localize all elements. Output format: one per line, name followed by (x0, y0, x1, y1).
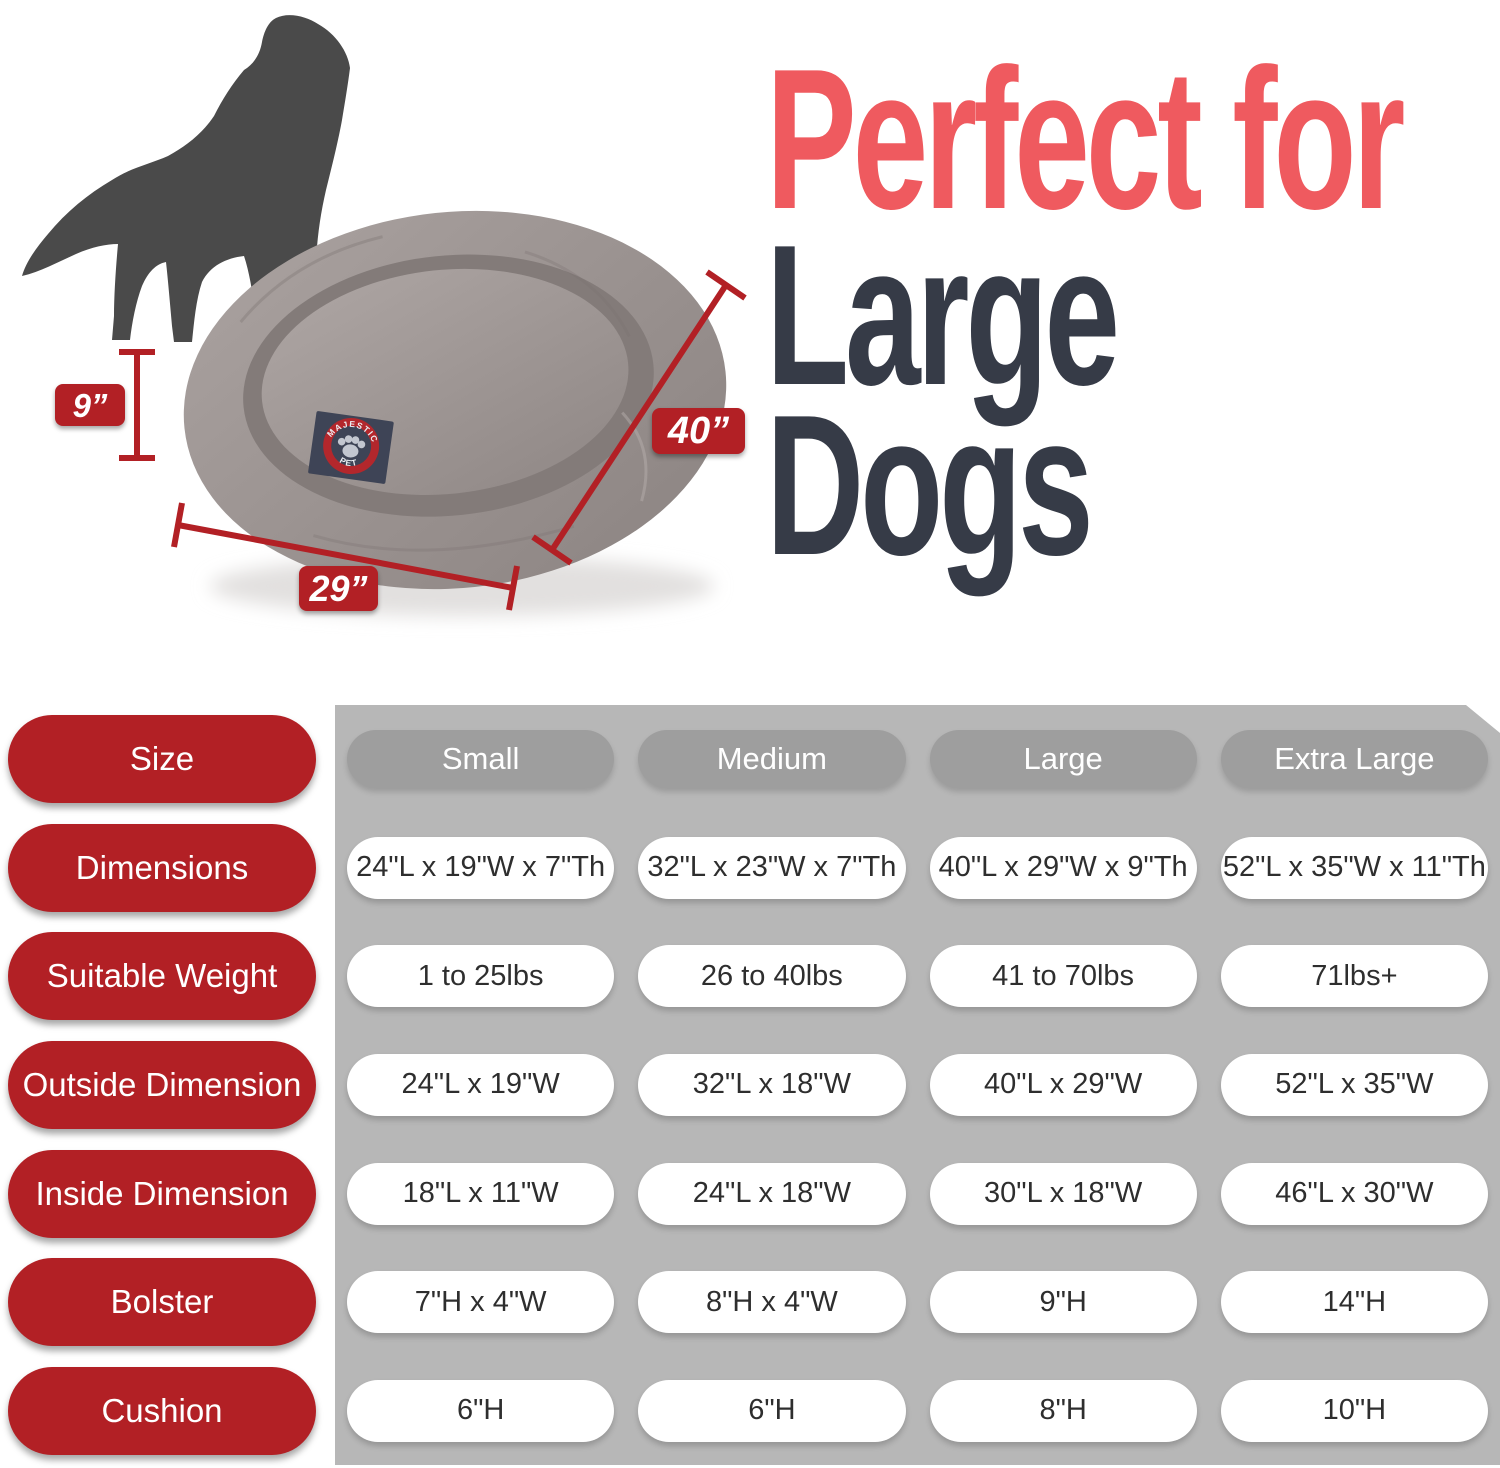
headline-line-1: Perfect for (766, 28, 1405, 251)
cell-inside-large: 30"L x 18"W (929, 1162, 1197, 1225)
headline-line-3: Dogs (766, 374, 1094, 597)
cell-cushion-small: 6"H (347, 1379, 615, 1442)
cell-dimensions-extra-large: 52"L x 35"W x 11"Th (1220, 836, 1488, 899)
size-comparison-table: Size Small Medium Large Extra Large Dime… (0, 705, 1500, 1465)
cell-weight-extra-large: 71lbs+ (1220, 945, 1488, 1008)
cell-dimensions-small: 24"L x 19"W x 7"Th (347, 836, 615, 899)
headline-line-2: Large (766, 204, 1120, 427)
row-label-cushion: Cushion (8, 1366, 316, 1455)
cell-dimensions-medium: 32"L x 23"W x 7"Th (638, 836, 906, 899)
hero-section: MAJESTIC PET (0, 0, 1500, 705)
cell-outside-extra-large: 52"L x 35"W (1220, 1053, 1488, 1116)
cell-dimensions-large: 40"L x 29"W x 9"Th (929, 836, 1197, 899)
width-dimension-line (171, 502, 520, 611)
row-label-outside-dimension: Outside Dimension (8, 1040, 316, 1129)
cell-bolster-medium: 8"H x 4"W (638, 1271, 906, 1334)
column-header-small: Small (347, 730, 615, 789)
cell-outside-large: 40"L x 29"W (929, 1053, 1197, 1116)
cell-bolster-small: 7"H x 4"W (347, 1271, 615, 1334)
dog-silhouette (22, 15, 350, 346)
row-label-inside-dimension: Inside Dimension (8, 1149, 316, 1238)
cell-cushion-medium: 6"H (638, 1379, 906, 1442)
row-label-dimensions: Dimensions (8, 823, 316, 912)
cell-weight-large: 41 to 70lbs (929, 945, 1197, 1008)
column-header-extra-large: Extra Large (1220, 730, 1488, 789)
column-header-medium: Medium (638, 730, 906, 789)
length-dimension-line (531, 269, 747, 566)
majestic-pet-badge: MAJESTIC PET (308, 411, 394, 484)
height-dimension-label: 9” (55, 384, 125, 426)
cell-outside-small: 24"L x 19"W (347, 1053, 615, 1116)
hero-illustration: MAJESTIC PET (22, 15, 747, 616)
length-dimension-label: 40” (652, 408, 745, 454)
row-label-size: Size (8, 715, 316, 804)
badge-bottom-text: PET (338, 455, 360, 470)
cell-bolster-large: 9"H (929, 1271, 1197, 1334)
row-label-suitable-weight: Suitable Weight (8, 932, 316, 1021)
cell-cushion-extra-large: 10"H (1220, 1379, 1488, 1442)
cell-outside-medium: 32"L x 18"W (638, 1053, 906, 1116)
cell-inside-extra-large: 46"L x 30"W (1220, 1162, 1488, 1225)
cell-inside-medium: 24"L x 18"W (638, 1162, 906, 1225)
paw-icon (337, 435, 366, 458)
cell-weight-small: 1 to 25lbs (347, 945, 615, 1008)
column-header-large: Large (929, 730, 1197, 789)
svg-text:PET: PET (338, 455, 360, 470)
width-dimension-label: 29” (299, 566, 378, 611)
cell-bolster-extra-large: 14"H (1220, 1271, 1488, 1334)
cell-inside-small: 18"L x 11"W (347, 1162, 615, 1225)
row-label-bolster: Bolster (8, 1258, 316, 1347)
cell-cushion-large: 8"H (929, 1379, 1197, 1442)
height-dimension-line (119, 349, 155, 461)
cell-weight-medium: 26 to 40lbs (638, 945, 906, 1008)
